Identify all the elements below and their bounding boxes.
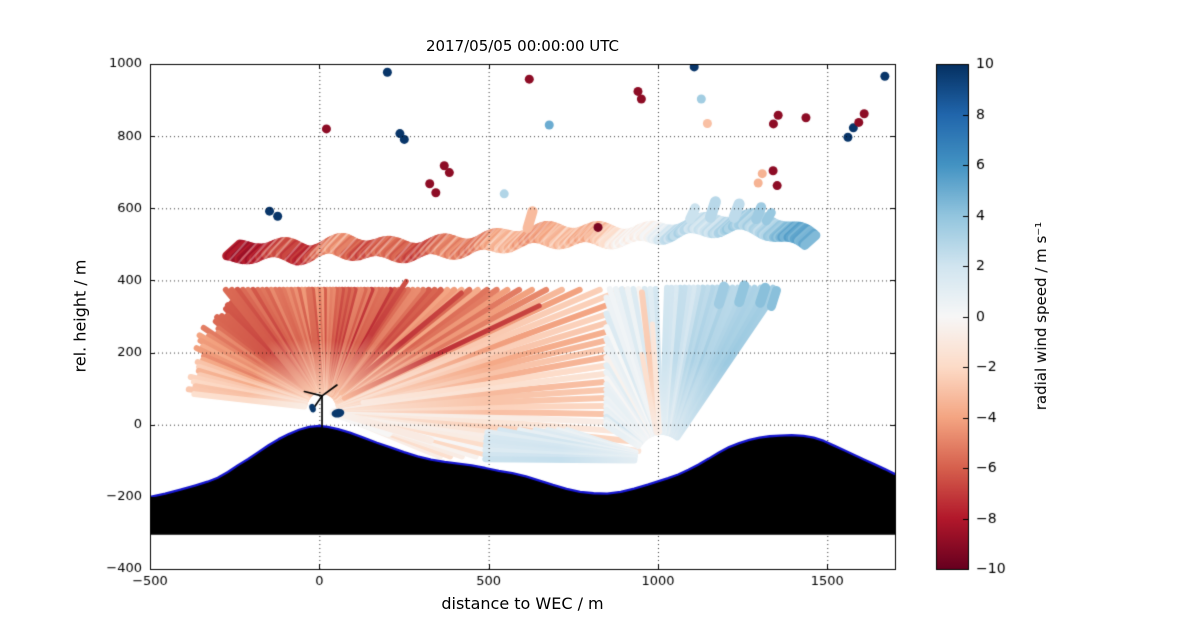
x-axis-label: distance to WEC / m xyxy=(441,594,604,613)
chart-title: 2017/05/05 00:00:00 UTC xyxy=(425,37,620,55)
y-axis-label: rel. height / m xyxy=(70,259,90,373)
colorbar-label: radial wind speed / m s⁻¹ xyxy=(1032,221,1050,411)
